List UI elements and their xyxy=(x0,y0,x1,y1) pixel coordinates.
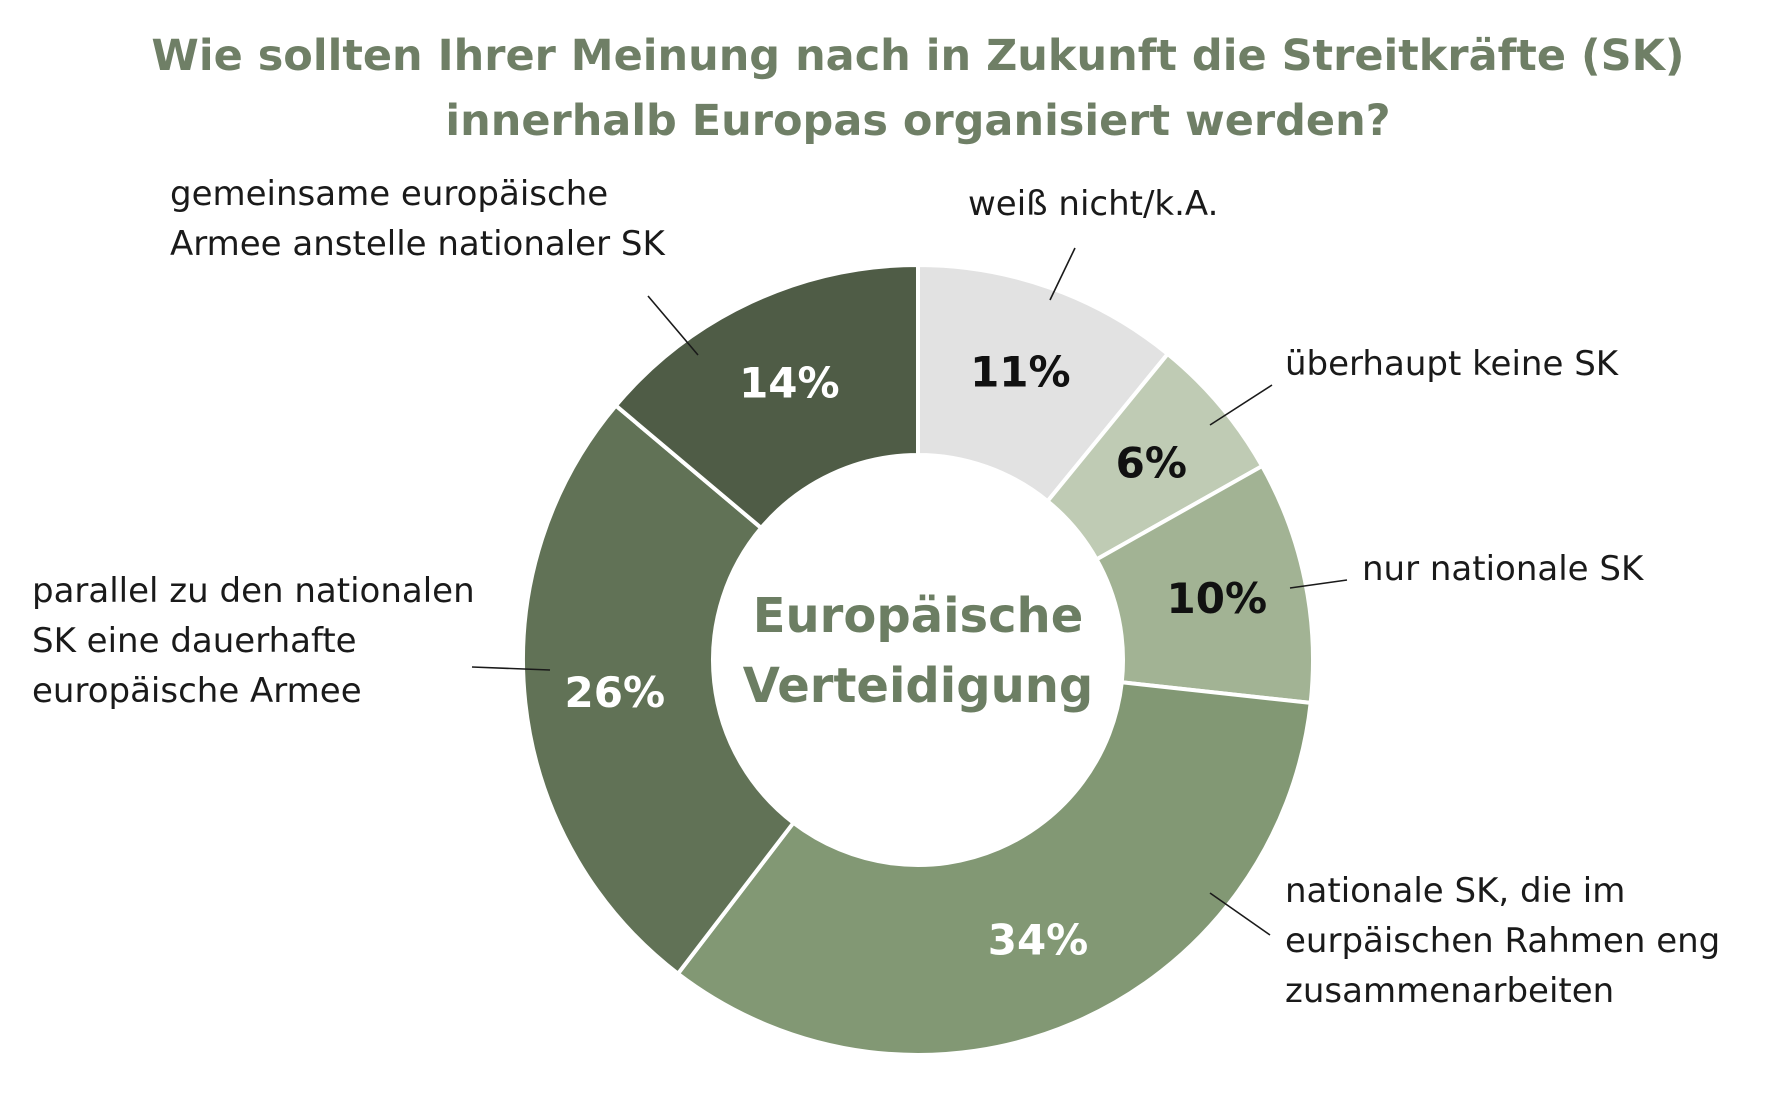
slice-category-label: nationale SK, die im xyxy=(1285,871,1625,911)
leader-line xyxy=(1289,579,1348,589)
donut-slice xyxy=(521,402,797,977)
donut-slice xyxy=(675,680,1313,1057)
leader-line xyxy=(471,666,551,671)
slice-category-label: zusammenarbeiten xyxy=(1285,971,1614,1011)
slice-category-label: gemeinsame europäische xyxy=(170,174,608,214)
category-labels: weiß nicht/k.A. überhaupt keine SK nur nat… xyxy=(32,174,1720,1011)
slice-category-label: eurpäischen Rahmen eng xyxy=(1285,921,1720,961)
slice-category-label: überhaupt keine SK xyxy=(1285,344,1620,384)
slice-value-label: 14% xyxy=(739,358,840,407)
slice-category-label: nur nationale SK xyxy=(1362,549,1645,589)
slice-value-label: 26% xyxy=(565,668,666,717)
slice-category-label: weiß nicht/k.A. xyxy=(968,184,1218,224)
chart-title: Wie sollten Ihrer Meinung nach in Zukunf… xyxy=(151,31,1684,146)
slice-value-label: 11% xyxy=(970,348,1071,397)
leader-line xyxy=(1209,892,1271,936)
center-caption-line: Europäische xyxy=(753,588,1084,644)
leader-line xyxy=(1209,384,1273,426)
leader-line xyxy=(647,295,699,356)
donut-slices xyxy=(521,262,1315,1057)
slice-category-label: Armee anstelle nationaler SK xyxy=(170,224,666,264)
slice-category-label: SK eine dauerhafte xyxy=(32,621,357,661)
donut-slice xyxy=(916,262,1171,504)
slice-value-label: 10% xyxy=(1167,574,1268,623)
chart-title-line: Wie sollten Ihrer Meinung nach in Zukunf… xyxy=(151,31,1684,81)
leader-line xyxy=(1049,247,1076,301)
center-caption-line: Verteidigung xyxy=(743,658,1094,714)
chart-title-line: innerhalb Europas organisiert werden? xyxy=(445,96,1390,146)
slice-value-label: 6% xyxy=(1116,439,1187,488)
donut-slice xyxy=(613,262,920,531)
leader-lines xyxy=(471,247,1348,936)
slice-category-label: parallel zu den nationalen xyxy=(32,571,475,611)
slice-value-label: 34% xyxy=(988,915,1089,964)
percentage-labels: 11% 6% 10% 34% 26% 14% xyxy=(565,348,1268,965)
slice-category-label: europäische Armee xyxy=(32,671,362,711)
center-caption: Europäische Verteidigung xyxy=(743,588,1094,714)
